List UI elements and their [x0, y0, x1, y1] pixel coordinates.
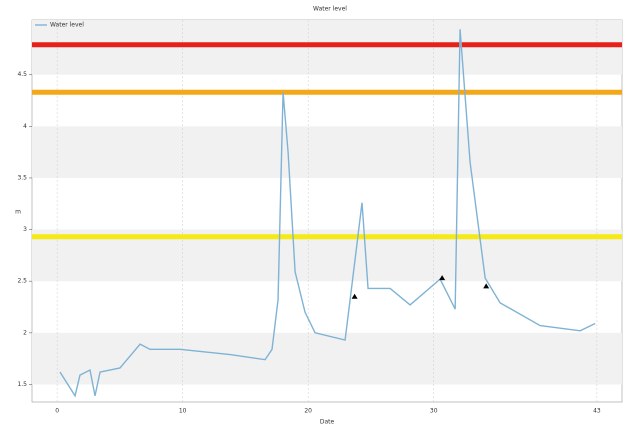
- x-tick-label: 0: [55, 408, 59, 415]
- y-tick-label: 3: [23, 226, 27, 233]
- y-tick-label: 1.5: [17, 381, 27, 388]
- y-tick-label: 4: [23, 123, 27, 130]
- chart-title: Water level: [313, 6, 347, 13]
- y-tick-label: 3.5: [17, 174, 27, 181]
- event-marker: [483, 283, 490, 289]
- event-marker: [351, 293, 358, 299]
- y-axis-label: m: [15, 209, 21, 216]
- x-tick-label: 43: [593, 408, 601, 415]
- x-tick-label: 20: [304, 408, 312, 415]
- legend-label: Water level: [50, 22, 84, 29]
- band: [32, 20, 622, 75]
- x-tick-label: 10: [179, 408, 187, 415]
- y-tick-label: 2: [23, 329, 27, 336]
- y-tick-label: 2.5: [17, 278, 27, 285]
- data-line: [59, 29, 596, 398]
- event-marker: [439, 275, 446, 281]
- band: [32, 332, 622, 385]
- x-axis-label: Date: [320, 419, 335, 426]
- band: [32, 126, 622, 178]
- x-tick-label: 30: [430, 408, 438, 415]
- y-tick-label: 4.5: [17, 71, 27, 78]
